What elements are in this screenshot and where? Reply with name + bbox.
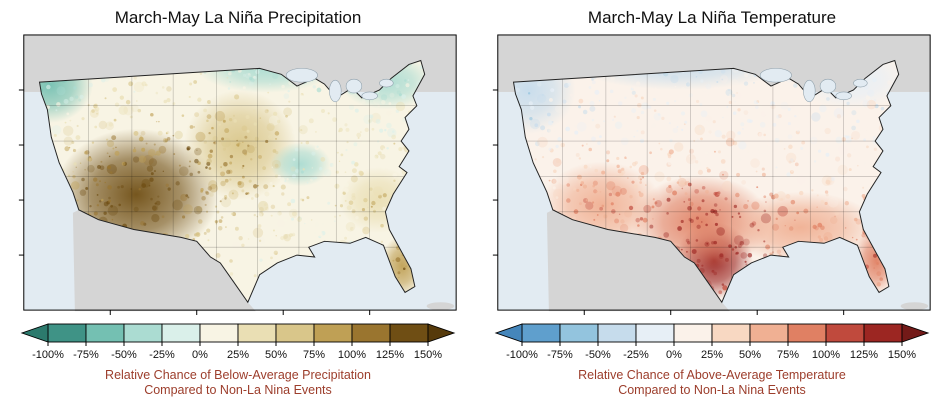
- colorbar-tick-label: 75%: [303, 349, 325, 361]
- colorbar-tick-label: 0%: [192, 349, 208, 361]
- colorbar-arrow-left: [20, 323, 49, 343]
- colorbar-segment: [863, 323, 903, 343]
- colorbar-tick-label: 0%: [666, 349, 682, 361]
- colorbar-tick-label: -50%: [111, 349, 137, 361]
- colorbar-segment: [351, 323, 391, 343]
- colorbar-tick-label: 150%: [888, 349, 916, 361]
- colorbar-segment: [161, 323, 201, 343]
- la-nina-maps-figure: March-May La Niña Precipitation -100% -75…: [15, 5, 935, 398]
- colorbar-segment: [711, 323, 751, 343]
- colorbar-tick-label: 50%: [739, 349, 761, 361]
- colorbar-tick-label: 25%: [227, 349, 249, 361]
- colorbar-segment: [313, 323, 353, 343]
- colorbar-arrow-right: [427, 323, 456, 343]
- colorbar-tick-label: 25%: [701, 349, 723, 361]
- panel-precipitation: March-May La Niña Precipitation -100% -75…: [15, 5, 461, 398]
- colorbar-temperature: -100% -75% -50% -25% 0% 25% 50% 75% 100% 125% 150%: [494, 323, 930, 361]
- colorbar-segment: [559, 323, 599, 343]
- temperature-caption: Relative Chance of Above-Average Tempera…: [578, 368, 846, 398]
- colorbar-segment: [749, 323, 789, 343]
- colorbar-tick-label: -75%: [547, 349, 573, 361]
- colorbar-segment: [597, 323, 637, 343]
- colorbar-tick-label: 125%: [376, 349, 404, 361]
- panel-temperature: March-May La Niña Temperature -100% -75% -…: [489, 5, 935, 398]
- anomaly-blob: [270, 142, 331, 187]
- colorbar-segment: [521, 323, 561, 343]
- us-map-precipitation: [18, 34, 457, 316]
- colorbar-tick-label: -50%: [585, 349, 611, 361]
- colorbar-arrow-left: [494, 323, 523, 343]
- precipitation-caption-line1: Relative Chance of Below-Average Precipi…: [105, 368, 371, 382]
- precipitation-title: March-May La Niña Precipitation: [114, 8, 362, 27]
- colorbar-tick-label: 100%: [812, 349, 840, 361]
- mexico-landmass: [546, 209, 730, 312]
- colorbar-tick-label: -25%: [149, 349, 175, 361]
- cuba-landmass: [426, 302, 455, 311]
- colorbar-segment: [237, 323, 277, 343]
- colorbar-precipitation: -100% -75% -50% -25% 0% 25% 50% 75% 100% 125% 150%: [20, 323, 456, 361]
- colorbar-tick-label: 100%: [338, 349, 366, 361]
- precipitation-caption-line2: Compared to Non-La Nina Events: [144, 383, 332, 397]
- mexico-landmass: [72, 209, 256, 312]
- colorbar-tick-label: -100%: [506, 349, 538, 361]
- colorbar-tick-label: 75%: [777, 349, 799, 361]
- great-lakes: [285, 68, 394, 103]
- colorbar-segment: [825, 323, 865, 343]
- great-lakes: [759, 68, 868, 103]
- temperature-caption-line2: Compared to Non-La Nina Events: [618, 383, 806, 397]
- temperature-title: March-May La Niña Temperature: [587, 8, 837, 27]
- us-map-temperature: [492, 34, 931, 316]
- colorbar-tick-label: 50%: [265, 349, 287, 361]
- colorbar-segment: [275, 323, 315, 343]
- map-frame: [497, 34, 931, 311]
- colorbar-tick-label: -25%: [623, 349, 649, 361]
- colorbar-segment: [199, 323, 239, 343]
- colorbar-tick-label: 125%: [850, 349, 878, 361]
- colorbar-segment: [389, 323, 429, 343]
- precipitation-caption: Relative Chance of Below-Average Precipi…: [105, 368, 371, 398]
- cuba-landmass: [900, 302, 929, 311]
- anomaly-blob: [183, 89, 297, 201]
- colorbar-segment: [47, 323, 87, 343]
- colorbar-tick-label: -100%: [32, 349, 64, 361]
- colorbar-segment: [787, 323, 827, 343]
- colorbar-segment: [85, 323, 125, 343]
- colorbar-arrow-right: [901, 323, 930, 343]
- colorbar-tick-label: 150%: [414, 349, 442, 361]
- map-frame: [23, 34, 457, 311]
- colorbar-segment: [635, 323, 675, 343]
- colorbar-tick-label: -75%: [73, 349, 99, 361]
- temperature-caption-line1: Relative Chance of Above-Average Tempera…: [578, 368, 846, 382]
- colorbar-segment: [123, 323, 163, 343]
- colorbar-segment: [673, 323, 713, 343]
